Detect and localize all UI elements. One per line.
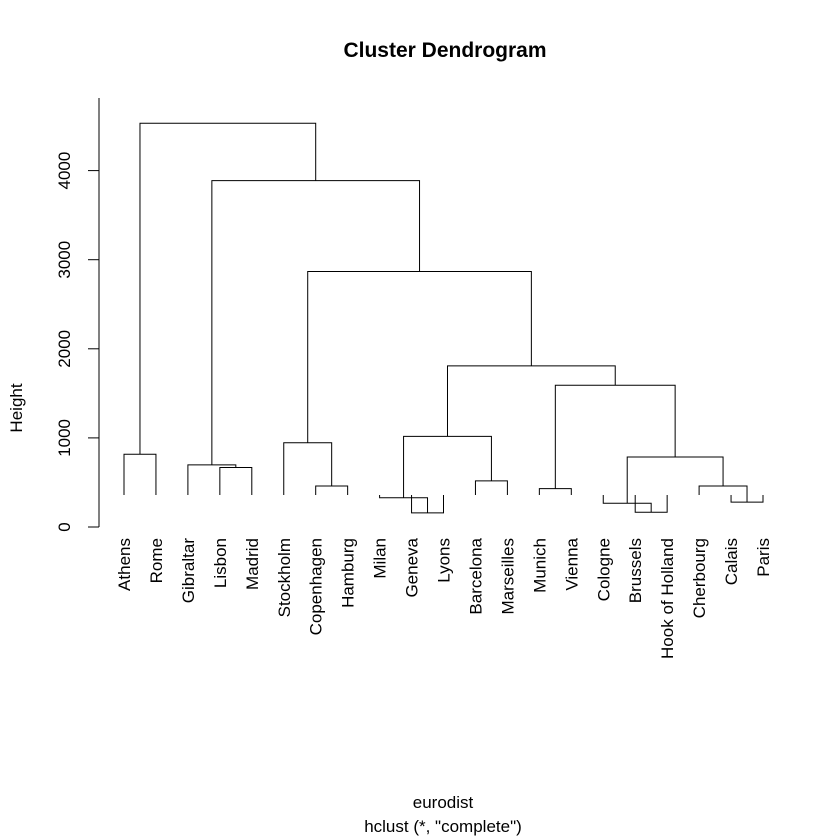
leaf-label: Rome [147,538,166,583]
y-tick-label: 2000 [55,330,74,368]
merge-link-m18 [307,271,532,443]
leaf-label: Marseilles [498,538,517,615]
merge-link-m20 [139,122,317,455]
leaf-label: Copenhagen [307,538,326,635]
y-tick-label: 0 [55,522,74,531]
leaf-label: Hook of Holland [658,538,677,659]
merge-link-m5 [283,442,333,495]
leaf-label: Cherbourg [690,538,709,618]
merge-link-m3 [187,464,237,495]
leaf-labels: Athens Rome Gibraltar Lisbon Madrid Stockholm… [115,537,773,659]
merge-link-m17 [446,365,616,437]
merge-link-m15 [626,456,724,504]
leaf-label: Brussels [626,538,645,603]
dendrogram-links [123,122,764,514]
x-axis-sublabel: hclust (*, "complete") [364,817,522,836]
leaf-label: Munich [530,538,549,593]
y-tick-label: 4000 [55,152,74,190]
y-axis-label: Height [7,383,26,432]
leaf-label: Lisbon [211,538,230,588]
merge-link-m16 [554,384,676,489]
merge-link-m19 [211,180,421,465]
leaf-label: Stockholm [275,538,294,617]
leaf-label: Vienna [562,537,581,590]
merge-link-m2 [219,466,253,495]
leaf-label: Lyons [435,538,454,583]
leaf-label: Cologne [594,538,613,601]
leaf-label: Gibraltar [179,538,198,604]
merge-link-m4 [315,485,349,495]
merge-link-m8 [474,480,508,495]
y-axis: 0 1000 2000 3000 4000 [55,98,100,532]
x-axis-label: eurodist [413,793,474,812]
y-tick-label: 1000 [55,419,74,457]
chart-title: Cluster Dendrogram [343,39,546,62]
leaf-label: Barcelona [466,537,485,614]
leaf-label: Madrid [243,538,262,590]
merge-link-m10 [538,488,572,495]
leaf-label: Geneva [403,537,422,597]
y-tick-label: 3000 [55,241,74,279]
merge-link-m1 [123,453,157,495]
leaf-label: Milan [371,538,390,579]
merge-link-m9 [403,435,492,498]
leaf-label: Hamburg [339,538,358,608]
leaf-label: Calais [722,538,741,585]
merge-link-m14 [698,485,748,503]
leaf-label: Athens [115,538,134,591]
leaf-label: Paris [754,538,773,577]
